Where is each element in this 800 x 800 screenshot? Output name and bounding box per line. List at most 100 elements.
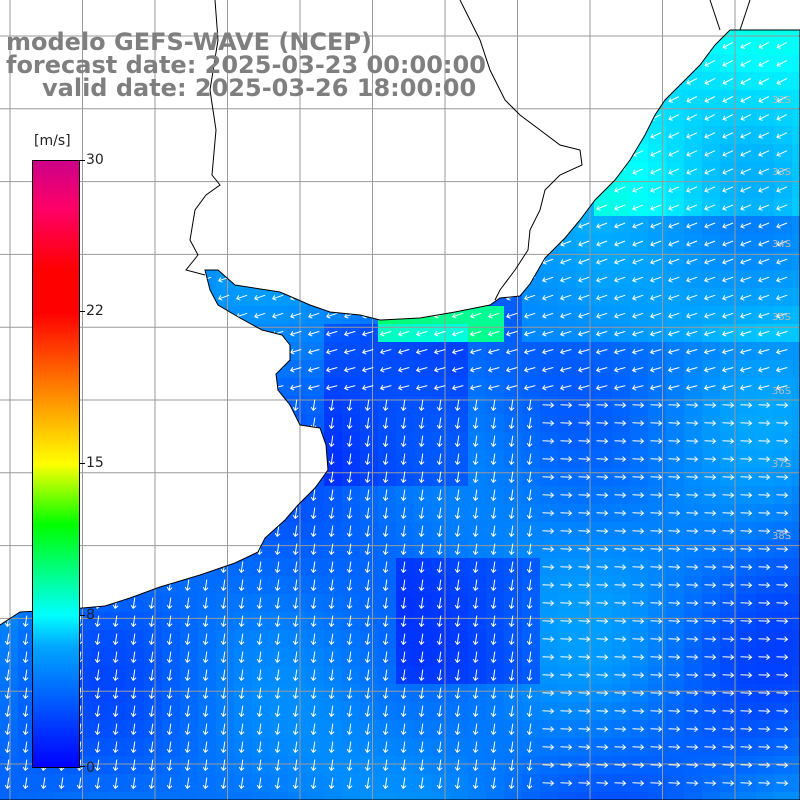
wind-arrow: [130, 705, 137, 718]
wind-arrow: [685, 349, 698, 355]
wind-arrow: [577, 367, 590, 373]
wind-arrow: [758, 726, 771, 733]
wind-arrow: [94, 615, 101, 628]
wind-arrow: [650, 204, 662, 211]
wind-arrow: [418, 597, 425, 610]
wind-arrow: [364, 453, 371, 466]
wind-arrow: [472, 723, 479, 736]
wind-arrow: [740, 276, 752, 283]
wind-arrow: [776, 672, 789, 679]
wind-arrow: [238, 633, 245, 646]
wind-arrow: [686, 492, 699, 499]
wind-arrow: [4, 687, 11, 700]
wind-arrow: [508, 777, 515, 790]
wind-arrow: [20, 96, 32, 103]
wind-arrow: [292, 399, 299, 412]
wind-arrow: [400, 471, 407, 484]
wind-arrow: [614, 690, 627, 697]
wind-arrow: [526, 525, 533, 538]
wind-arrow: [560, 312, 572, 319]
wind-arrow: [184, 579, 191, 592]
wind-arrow: [776, 150, 788, 157]
wind-arrow: [292, 741, 299, 754]
wind-arrow: [596, 744, 609, 751]
wind-arrow: [362, 114, 374, 121]
wind-arrow: [2, 204, 14, 211]
border-line: [709, 0, 721, 31]
wind-arrow: [613, 330, 626, 337]
colorbar-unit: [m/s]: [34, 133, 71, 149]
wind-arrow: [343, 330, 356, 337]
wind-arrow: [362, 240, 374, 247]
wind-arrow: [631, 349, 644, 355]
wind-arrow: [272, 186, 284, 193]
wind-arrow: [91, 367, 104, 373]
wind-arrow: [506, 312, 518, 319]
wind-arrow: [20, 186, 32, 193]
wind-arrow: [238, 435, 245, 448]
wind-arrow: [614, 240, 626, 247]
wind-arrow: [488, 204, 500, 211]
wind-arrow: [112, 399, 119, 412]
wind-arrow: [92, 222, 104, 229]
wind-arrow: [382, 687, 389, 700]
wind-arrow: [253, 384, 266, 391]
wind-arrow: [650, 438, 663, 445]
wind-arrow: [166, 489, 173, 502]
wind-arrow: [596, 168, 608, 175]
wind-arrow: [686, 474, 699, 481]
wind-arrow: [560, 78, 572, 85]
wind-arrow: [614, 150, 626, 157]
wind-arrow: [650, 582, 663, 589]
wind-arrow: [758, 402, 771, 409]
wind-arrow: [256, 579, 263, 592]
wind-arrow: [398, 276, 410, 283]
wind-arrow: [344, 222, 356, 229]
colorbar-label-8: 8: [86, 607, 95, 623]
wind-arrow: [722, 96, 734, 103]
valid-date: valid date: 2025-03-26 18:00:00: [42, 74, 477, 102]
wind-arrow: [650, 510, 663, 517]
wind-arrow: [524, 41, 536, 49]
wind-arrow: [416, 132, 428, 139]
wind-arrow: [328, 687, 335, 700]
wind-arrow: [2, 240, 14, 247]
wind-arrow: [235, 384, 248, 391]
wind-arrow: [740, 474, 753, 481]
wind-arrow: [418, 633, 425, 646]
wind-arrow: [92, 276, 104, 283]
wind-arrow: [703, 330, 716, 337]
wind-arrow: [274, 597, 281, 610]
wind-arrow: [740, 96, 752, 103]
wind-arrow: [722, 78, 734, 85]
wind-arrow: [400, 417, 407, 430]
wind-arrow: [703, 349, 716, 355]
wind-arrow: [112, 669, 119, 682]
wind-arrow: [650, 312, 662, 319]
wind-arrow: [559, 330, 572, 337]
wind-arrow: [541, 367, 554, 373]
wind-arrow: [292, 435, 299, 448]
wind-arrow: [2, 114, 14, 121]
wind-arrow: [145, 330, 158, 337]
wind-arrow: [364, 687, 371, 700]
wind-arrow: [472, 705, 479, 718]
wind-arrow: [254, 186, 266, 193]
wind-arrow: [200, 294, 212, 301]
wind-arrow: [328, 777, 335, 790]
wind-arrow: [436, 561, 443, 574]
wind-arrow: [400, 615, 407, 628]
wind-arrow: [418, 669, 425, 682]
wind-arrow: [596, 222, 608, 229]
wind-arrow: [668, 150, 680, 157]
wind-arrow: [614, 114, 626, 121]
wind-arrow: [668, 510, 681, 517]
wind-arrow: [109, 330, 122, 337]
wind-arrow: [380, 258, 392, 265]
wind-arrow: [256, 435, 263, 448]
wind-arrow: [130, 507, 137, 520]
wind-arrow: [523, 384, 536, 391]
wind-arrow: [614, 96, 626, 103]
wind-arrow: [596, 402, 609, 409]
wind-arrow: [4, 633, 11, 646]
